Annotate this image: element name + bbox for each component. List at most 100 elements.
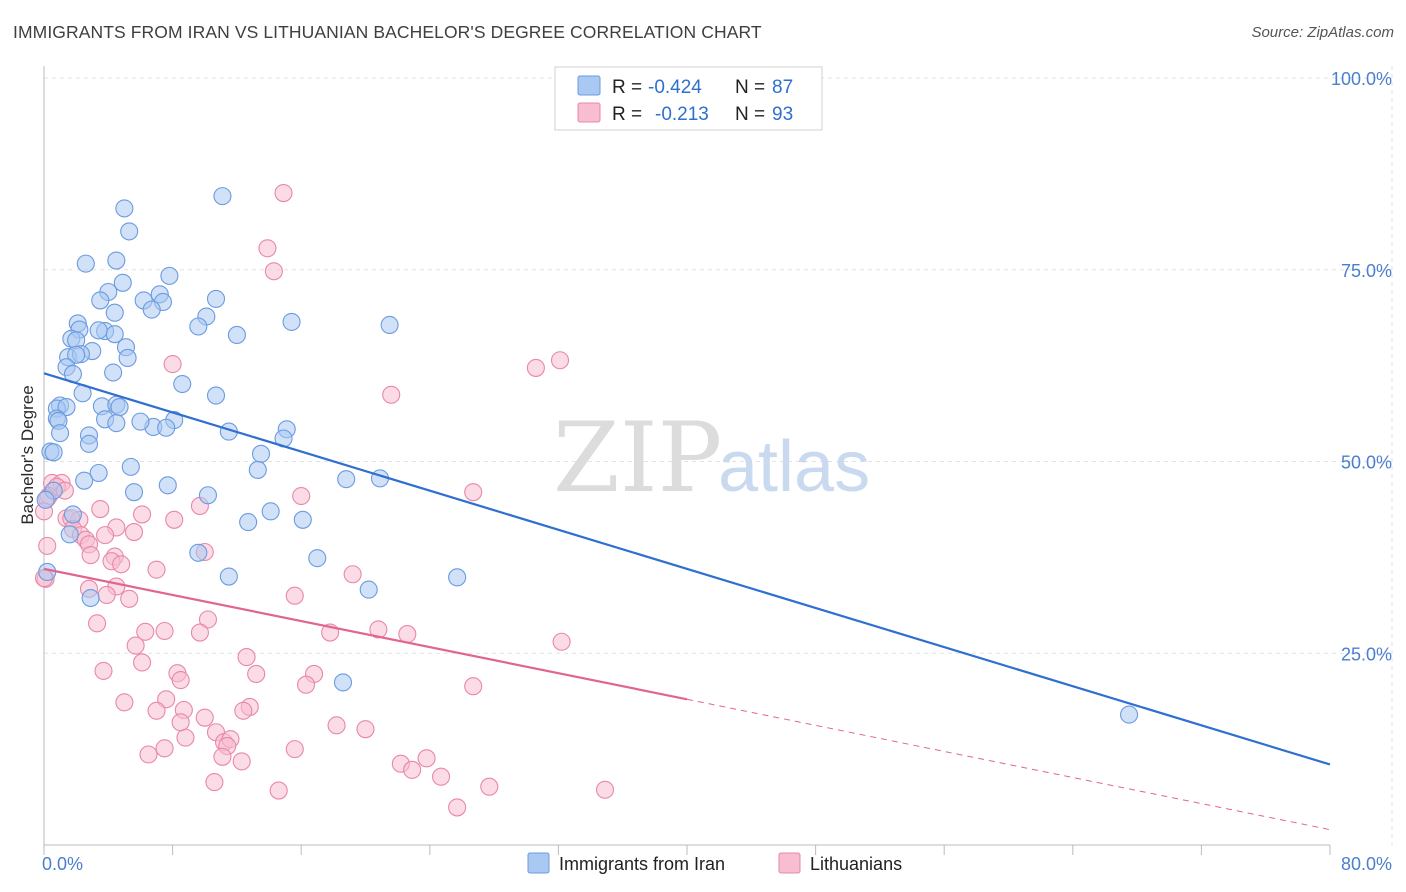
- iran-point: [248, 460, 267, 479]
- lithuanians-point: [87, 614, 107, 633]
- iran-point: [206, 289, 226, 308]
- iran-point: [81, 588, 100, 608]
- x-tick-label: 80.0%: [1341, 854, 1392, 874]
- lithuanians-point: [91, 500, 110, 519]
- iran-point: [333, 673, 353, 692]
- lithuanians-point: [327, 716, 346, 735]
- legend-n-value-iran: 87: [772, 77, 793, 98]
- lithuanians-trendline: [43, 567, 688, 701]
- iran-point: [107, 414, 126, 433]
- lithuanians-point: [356, 720, 375, 739]
- lithuanians-point: [115, 693, 134, 712]
- series-legend: Immigrants from Iran Lithuanians: [527, 852, 902, 874]
- iran-point: [89, 463, 108, 483]
- lithuanians-point: [96, 526, 115, 545]
- lithuanians-point: [155, 621, 174, 641]
- lithuanians-point: [464, 483, 483, 502]
- iran-point: [198, 486, 218, 505]
- lithuanians-point: [550, 351, 570, 370]
- iran-point: [63, 505, 82, 524]
- series-legend-swatch-iran: [527, 852, 550, 874]
- lithuanians-point: [171, 713, 190, 732]
- lithuanians-point: [112, 555, 131, 574]
- legend-n-value-lithuanians: 93: [772, 104, 793, 125]
- iran-point: [282, 312, 301, 331]
- source-credit: Source: ZipAtlas.com: [1251, 24, 1394, 41]
- iran-point: [79, 434, 99, 453]
- iran-point: [113, 273, 132, 292]
- iran-point: [44, 443, 63, 462]
- lithuanians-point: [126, 636, 145, 655]
- legend-n-label-iran: N =: [735, 77, 765, 98]
- lithuanians-point: [448, 798, 467, 817]
- iran-point: [120, 222, 139, 241]
- lithuanians-points: [34, 184, 615, 817]
- lithuanians-point: [595, 780, 615, 799]
- correlation-legend: R = -0.424 N = 87 R = -0.213 N = 93: [554, 66, 823, 131]
- legend-r-label-iran: R =: [612, 77, 642, 98]
- x-tick-labels: 0.0% 80.0%: [42, 854, 1392, 874]
- iran-point: [227, 325, 246, 344]
- iran-point: [189, 543, 208, 562]
- watermark-atlas: atlas: [718, 427, 870, 507]
- iran-point: [219, 567, 238, 586]
- lithuanians-point: [480, 777, 499, 796]
- iran-point: [293, 510, 312, 529]
- legend-r-value-iran: -0.424: [648, 77, 702, 98]
- iran-point: [107, 251, 126, 270]
- lithuanians-point: [526, 358, 545, 377]
- iran-point: [115, 199, 134, 218]
- lithuanians-point: [382, 385, 401, 404]
- lithuanians-point: [237, 648, 256, 667]
- iran-point: [118, 348, 137, 368]
- lithuanians-point: [432, 767, 451, 786]
- iran-point: [75, 471, 94, 490]
- lithuanians-point: [292, 486, 311, 506]
- iran-point: [1120, 705, 1139, 724]
- legend-r-value-lithuanians: -0.213: [655, 104, 709, 125]
- iran-point: [206, 386, 226, 405]
- y-tick-label: 100.0%: [1331, 69, 1392, 89]
- iran-point: [359, 580, 378, 599]
- lithuanians-point: [139, 745, 158, 764]
- iran-point: [51, 424, 70, 443]
- lithuanians-trendline-extension: [686, 698, 1331, 831]
- lithuanians-point: [195, 708, 214, 727]
- lithuanians-point: [398, 625, 417, 644]
- lithuanians-point: [417, 749, 436, 768]
- iran-point: [308, 549, 327, 568]
- y-tick-labels: 25.0% 50.0% 75.0% 100.0%: [1331, 69, 1392, 664]
- iran-point: [104, 363, 123, 382]
- lithuanians-point: [163, 355, 182, 374]
- lithuanians-point: [147, 560, 166, 579]
- lithuanians-point: [155, 739, 174, 758]
- lithuanians-point: [176, 728, 195, 747]
- legend-swatch-lithuanians: [577, 102, 601, 123]
- iran-point: [121, 457, 140, 476]
- iran-points: [36, 187, 1139, 724]
- lithuanians-point: [464, 677, 483, 696]
- iran-point: [158, 476, 177, 495]
- trendlines: [43, 372, 1331, 831]
- legend-swatch-iran: [577, 75, 601, 96]
- lithuanians-point: [285, 740, 304, 759]
- iran-point: [76, 254, 95, 273]
- lithuanians-point: [94, 661, 113, 680]
- lithuanians-point: [552, 632, 571, 651]
- iran-point: [38, 562, 57, 581]
- iran-point: [213, 187, 232, 206]
- lithuanians-point: [269, 781, 288, 800]
- x-tick-label: 0.0%: [42, 854, 83, 874]
- lithuanians-point: [133, 505, 152, 524]
- lithuanians-point: [133, 653, 152, 672]
- legend-n-label-lithuanians: N =: [735, 104, 765, 125]
- lithuanians-point: [38, 536, 57, 555]
- lithuanians-point: [165, 510, 184, 529]
- lithuanians-point: [147, 701, 166, 720]
- iran-point: [251, 444, 271, 463]
- lithuanians-point: [369, 620, 388, 639]
- iran-point: [173, 374, 192, 394]
- iran-point: [380, 315, 399, 335]
- iran-point: [261, 502, 280, 521]
